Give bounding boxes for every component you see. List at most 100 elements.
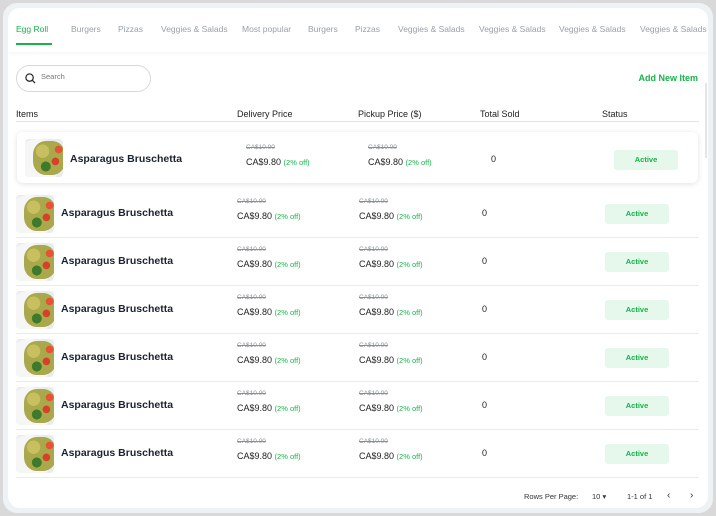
- col-items: Items: [16, 109, 39, 119]
- status-badge[interactable]: Active: [605, 348, 669, 368]
- table-row[interactable]: Asparagus Bruschetta CA$10.00 CA$9.80 (2…: [17, 132, 698, 183]
- tab-pizzas[interactable]: Pizzas: [355, 24, 381, 34]
- status-badge[interactable]: Active: [605, 252, 669, 272]
- status-badge[interactable]: Active: [605, 204, 669, 224]
- table-row[interactable]: Asparagus Bruschetta CA$10.00 CA$9.80 (2…: [16, 238, 699, 286]
- category-tabs: Egg Roll Burgers Pizzas Veggies & Salads Mos…: [8, 8, 708, 52]
- table-row[interactable]: Asparagus Bruschetta CA$10.00 CA$9.80 (2…: [16, 286, 699, 334]
- item-name: Asparagus Bruschetta: [61, 447, 174, 459]
- add-new-item-button[interactable]: Add New Item: [638, 73, 698, 83]
- delivery-old-price: CA$10.00: [237, 294, 266, 301]
- total-sold: 0: [482, 352, 488, 362]
- item-name: Asparagus Bruschetta: [70, 153, 183, 165]
- item-name: Asparagus Bruschetta: [61, 255, 174, 267]
- pickup-old-price: CA$10.00: [359, 390, 388, 397]
- item-thumbnail: [16, 339, 54, 377]
- total-sold: 0: [482, 208, 488, 218]
- delivery-price: CA$9.80 (2% off): [237, 307, 301, 317]
- total-sold: 0: [482, 448, 488, 458]
- active-tab-indicator: [16, 43, 52, 45]
- pickup-old-price: CA$10.00: [359, 438, 388, 445]
- total-sold: 0: [491, 154, 497, 164]
- rows-per-page-select[interactable]: 10 ▾: [592, 492, 606, 501]
- total-sold: 0: [482, 400, 488, 410]
- item-thumbnail: [16, 195, 54, 233]
- item-thumbnail: [16, 387, 54, 425]
- pickup-old-price: CA$10.00: [359, 246, 388, 253]
- pickup-price: CA$9.80 (2% off): [359, 259, 423, 269]
- delivery-old-price: CA$10.00: [237, 438, 266, 445]
- delivery-price: CA$9.80 (2% off): [237, 259, 301, 269]
- scrollbar[interactable]: [705, 83, 707, 158]
- pickup-old-price: CA$10.00: [359, 294, 388, 301]
- rows-per-page-label: Rows Per Page:: [524, 492, 579, 501]
- tab-veggies-salads[interactable]: Veggies & Salads: [479, 24, 546, 34]
- delivery-discount: (2% off): [274, 260, 301, 269]
- pickup-old-price: CA$10.00: [359, 342, 388, 349]
- tab-veggies-salads[interactable]: Veggies & Salads: [398, 24, 465, 34]
- delivery-discount: (2% off): [274, 212, 301, 221]
- pickup-price: CA$9.80 (2% off): [359, 307, 423, 317]
- tab-veggies-salads[interactable]: Veggies & Salads: [640, 24, 707, 34]
- item-thumbnail: [16, 243, 54, 281]
- page-range: 1-1 of 1: [627, 492, 653, 501]
- search-icon: [25, 73, 36, 84]
- prev-page-button[interactable]: ‹: [667, 490, 671, 501]
- table-row[interactable]: Asparagus Bruschetta CA$10.00 CA$9.80 (2…: [16, 382, 699, 430]
- delivery-discount: (2% off): [274, 356, 301, 365]
- status-badge[interactable]: Active: [605, 300, 669, 320]
- pickup-discount: (2% off): [396, 260, 423, 269]
- search-box[interactable]: [16, 65, 151, 92]
- search-input[interactable]: [41, 72, 141, 81]
- pickup-price: CA$9.80 (2% off): [359, 211, 423, 221]
- pickup-discount: (2% off): [396, 212, 423, 221]
- item-name: Asparagus Bruschetta: [61, 351, 174, 363]
- table-row[interactable]: Asparagus Bruschetta CA$10.00 CA$9.80 (2…: [16, 334, 699, 382]
- pickup-discount: (2% off): [396, 452, 423, 461]
- delivery-discount: (2% off): [274, 404, 301, 413]
- tab-veggies-salads[interactable]: Veggies & Salads: [559, 24, 626, 34]
- item-name: Asparagus Bruschetta: [61, 207, 174, 219]
- delivery-discount: (2% off): [274, 308, 301, 317]
- pickup-price: CA$9.80 (2% off): [368, 157, 432, 167]
- pickup-discount: (2% off): [396, 308, 423, 317]
- total-sold: 0: [482, 304, 488, 314]
- pickup-discount: (2% off): [396, 356, 423, 365]
- pickup-price: CA$9.80 (2% off): [359, 355, 423, 365]
- pickup-old-price: CA$10.00: [368, 144, 397, 151]
- menu-items-window: Egg Roll Burgers Pizzas Veggies & Salads Mos…: [8, 8, 708, 508]
- pickup-price: CA$9.80 (2% off): [359, 451, 423, 461]
- delivery-price: CA$9.80 (2% off): [237, 355, 301, 365]
- delivery-price: CA$9.80 (2% off): [237, 403, 301, 413]
- delivery-price: CA$9.80 (2% off): [246, 157, 310, 167]
- tab-burgers[interactable]: Burgers: [71, 24, 101, 34]
- rows-per-page-value: 10: [592, 492, 601, 501]
- table-row[interactable]: Asparagus Bruschetta CA$10.00 CA$9.80 (2…: [16, 190, 699, 238]
- total-sold: 0: [482, 256, 488, 266]
- pickup-old-price: CA$10.00: [359, 198, 388, 205]
- tab-egg-roll[interactable]: Egg Roll: [16, 24, 49, 34]
- pickup-discount: (2% off): [405, 158, 432, 167]
- status-badge[interactable]: Active: [614, 150, 678, 170]
- tab-burgers[interactable]: Burgers: [308, 24, 338, 34]
- pickup-price: CA$9.80 (2% off): [359, 403, 423, 413]
- status-badge[interactable]: Active: [605, 444, 669, 464]
- next-page-button[interactable]: ›: [690, 490, 694, 501]
- tab-veggies-salads[interactable]: Veggies & Salads: [161, 24, 228, 34]
- tab-pizzas[interactable]: Pizzas: [118, 24, 144, 34]
- delivery-price: CA$9.80 (2% off): [237, 451, 301, 461]
- item-name: Asparagus Bruschetta: [61, 399, 174, 411]
- tab-most-popular[interactable]: Most popular: [242, 24, 292, 34]
- table-row[interactable]: Asparagus Bruschetta CA$10.00 CA$9.80 (2…: [16, 430, 699, 478]
- col-status: Status: [602, 109, 628, 119]
- status-badge[interactable]: Active: [605, 396, 669, 416]
- item-thumbnail: [16, 291, 54, 329]
- delivery-old-price: CA$10.00: [237, 390, 266, 397]
- col-delivery-price: Delivery Price: [237, 109, 293, 119]
- header-divider: [16, 121, 699, 122]
- item-thumbnail: [25, 139, 63, 177]
- delivery-old-price: CA$10.00: [237, 198, 266, 205]
- caret-down-icon: ▾: [602, 492, 607, 501]
- delivery-discount: (2% off): [274, 452, 301, 461]
- delivery-old-price: CA$10.00: [237, 246, 266, 253]
